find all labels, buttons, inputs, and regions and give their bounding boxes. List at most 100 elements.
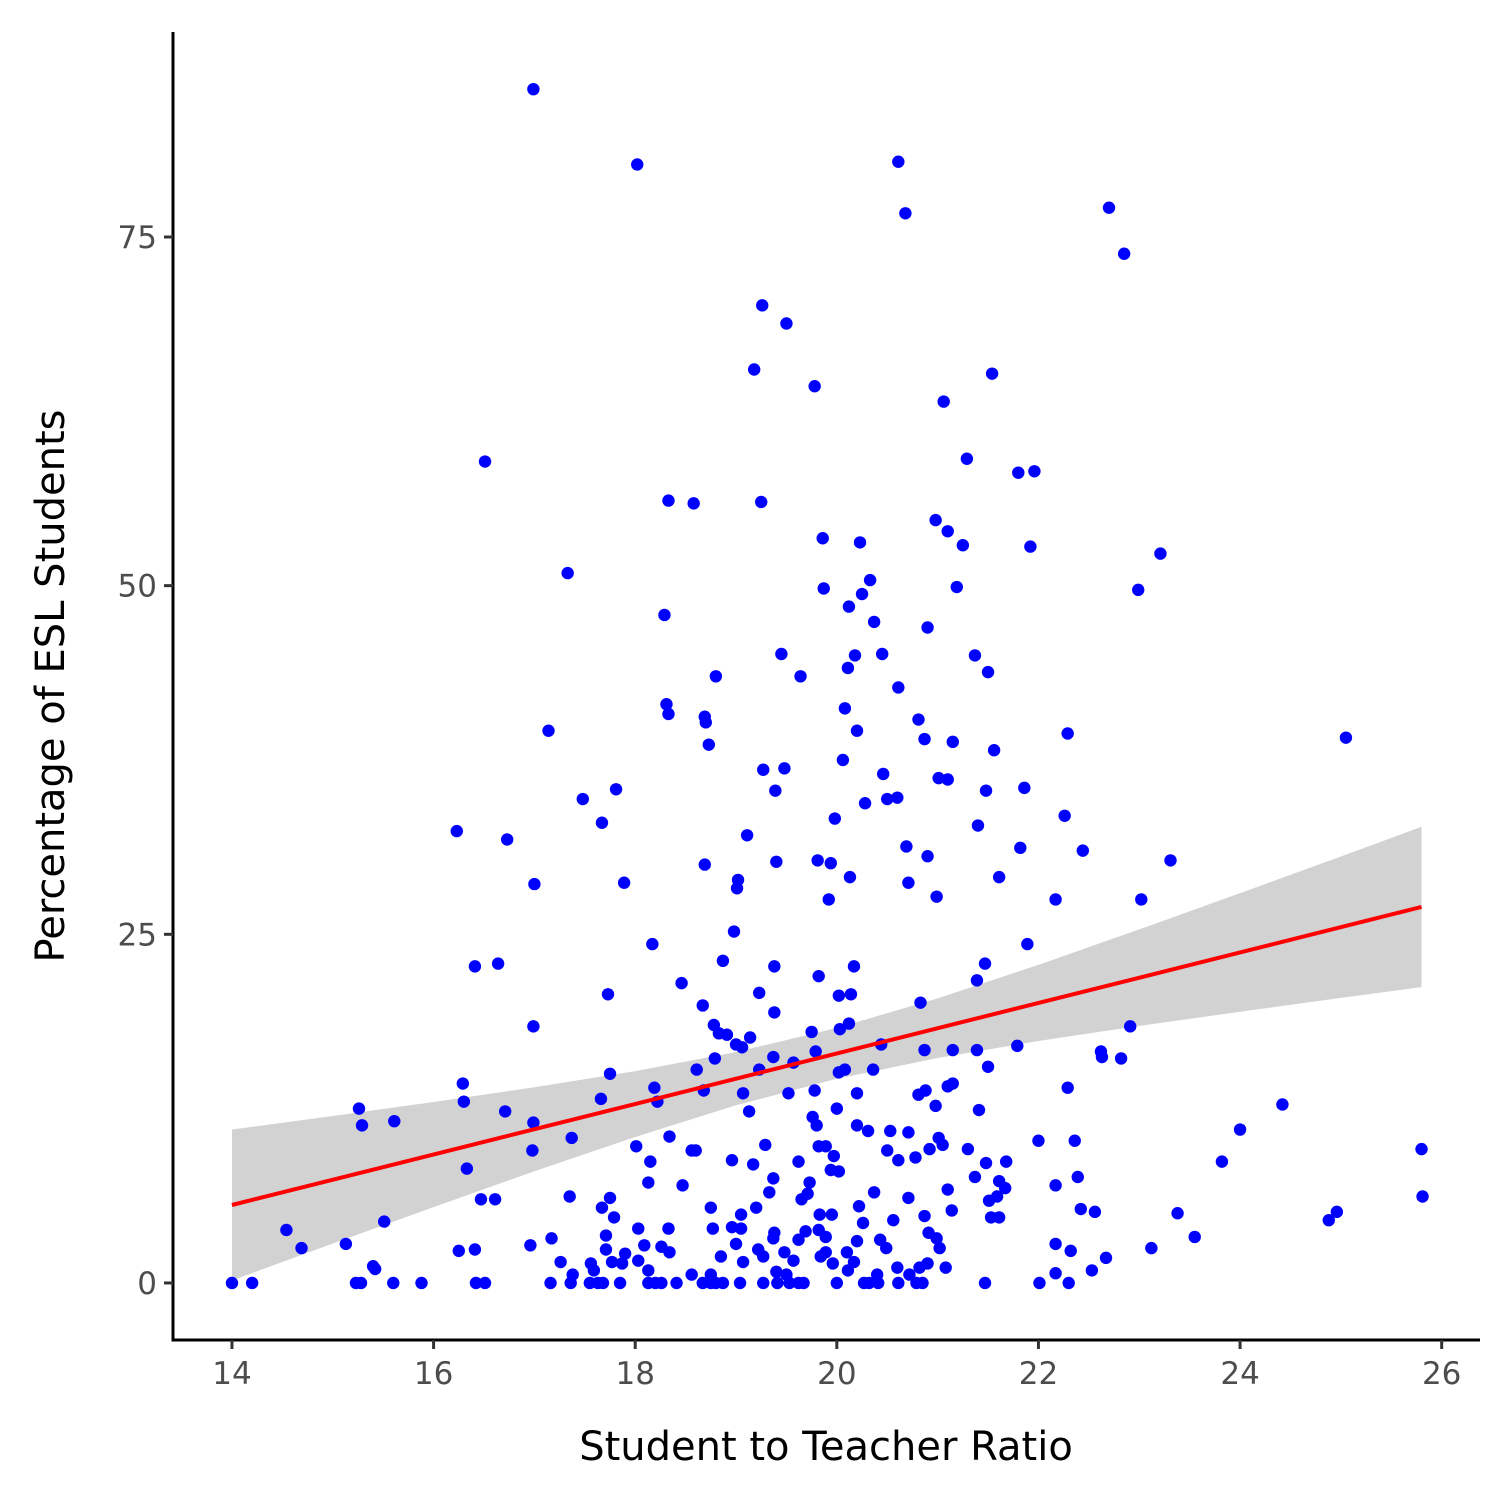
point — [939, 1261, 952, 1274]
point — [769, 784, 782, 797]
point — [929, 513, 942, 527]
point — [858, 797, 872, 810]
point — [968, 649, 982, 662]
point — [1032, 1134, 1045, 1147]
point — [733, 1276, 747, 1290]
point — [714, 1250, 728, 1263]
point — [921, 621, 934, 634]
point — [742, 1105, 756, 1118]
point — [740, 829, 754, 842]
point — [648, 1081, 661, 1094]
point — [596, 1276, 610, 1290]
confidence-band — [231, 826, 1422, 1281]
point — [866, 1063, 880, 1076]
point — [968, 1170, 982, 1184]
point — [245, 1276, 259, 1290]
point — [729, 1237, 743, 1251]
point — [814, 1250, 827, 1263]
point — [892, 155, 905, 168]
point — [902, 1191, 915, 1205]
point — [377, 1215, 391, 1228]
point — [809, 1045, 822, 1058]
point — [699, 716, 712, 729]
point — [787, 1254, 800, 1267]
point — [730, 882, 744, 895]
point — [827, 1149, 841, 1163]
point — [902, 876, 915, 889]
point — [676, 1179, 689, 1192]
point — [755, 495, 768, 509]
point — [527, 1116, 540, 1129]
point — [891, 1261, 904, 1274]
point — [923, 1142, 936, 1156]
point — [808, 380, 821, 393]
point — [799, 1225, 812, 1238]
point — [663, 1246, 676, 1259]
point — [500, 833, 514, 846]
point — [759, 1138, 772, 1152]
x-tick-label: 18 — [615, 1356, 654, 1392]
point — [826, 1257, 840, 1270]
point — [565, 1131, 578, 1145]
point — [812, 969, 825, 983]
point — [822, 893, 835, 906]
point — [632, 1222, 645, 1235]
fit-line — [231, 905, 1423, 1207]
point — [1322, 1214, 1335, 1227]
point — [1132, 583, 1145, 597]
point — [810, 1119, 823, 1132]
point — [916, 1276, 929, 1290]
point — [881, 1144, 894, 1157]
point — [1171, 1207, 1184, 1220]
point — [930, 1232, 943, 1245]
point — [1012, 466, 1025, 479]
point — [1330, 1205, 1344, 1219]
point — [736, 1087, 750, 1100]
point — [853, 536, 867, 549]
point — [778, 1246, 791, 1259]
point — [663, 1130, 676, 1143]
point — [743, 1031, 757, 1044]
point — [630, 1140, 643, 1153]
point — [613, 1276, 627, 1290]
point — [658, 608, 671, 622]
point — [767, 1232, 780, 1245]
point — [836, 753, 850, 767]
point — [746, 1158, 760, 1171]
point — [1085, 1264, 1099, 1277]
point — [599, 1229, 613, 1242]
point — [816, 532, 829, 545]
point — [768, 960, 781, 973]
point — [1068, 1134, 1081, 1147]
point — [702, 738, 716, 751]
point — [767, 1050, 780, 1064]
point — [768, 1006, 781, 1019]
point — [660, 697, 673, 711]
point — [892, 681, 905, 694]
point — [734, 1208, 748, 1221]
point — [526, 1144, 539, 1157]
point — [783, 1276, 796, 1290]
point — [971, 819, 985, 832]
point — [753, 986, 766, 1000]
point — [844, 988, 858, 1001]
point — [1049, 893, 1062, 906]
point — [1339, 731, 1353, 744]
point — [1062, 1276, 1075, 1290]
point — [488, 1193, 502, 1206]
point — [819, 1140, 832, 1153]
point — [595, 816, 609, 829]
point — [797, 1276, 810, 1290]
point — [725, 1154, 739, 1167]
point — [824, 856, 837, 870]
point — [727, 925, 741, 938]
point — [918, 732, 931, 746]
point — [891, 791, 904, 804]
point — [867, 1186, 881, 1199]
point — [594, 1092, 608, 1106]
point — [595, 1201, 609, 1214]
point — [842, 1017, 856, 1030]
point — [662, 1222, 675, 1235]
point — [912, 1088, 925, 1101]
point — [903, 1268, 916, 1281]
